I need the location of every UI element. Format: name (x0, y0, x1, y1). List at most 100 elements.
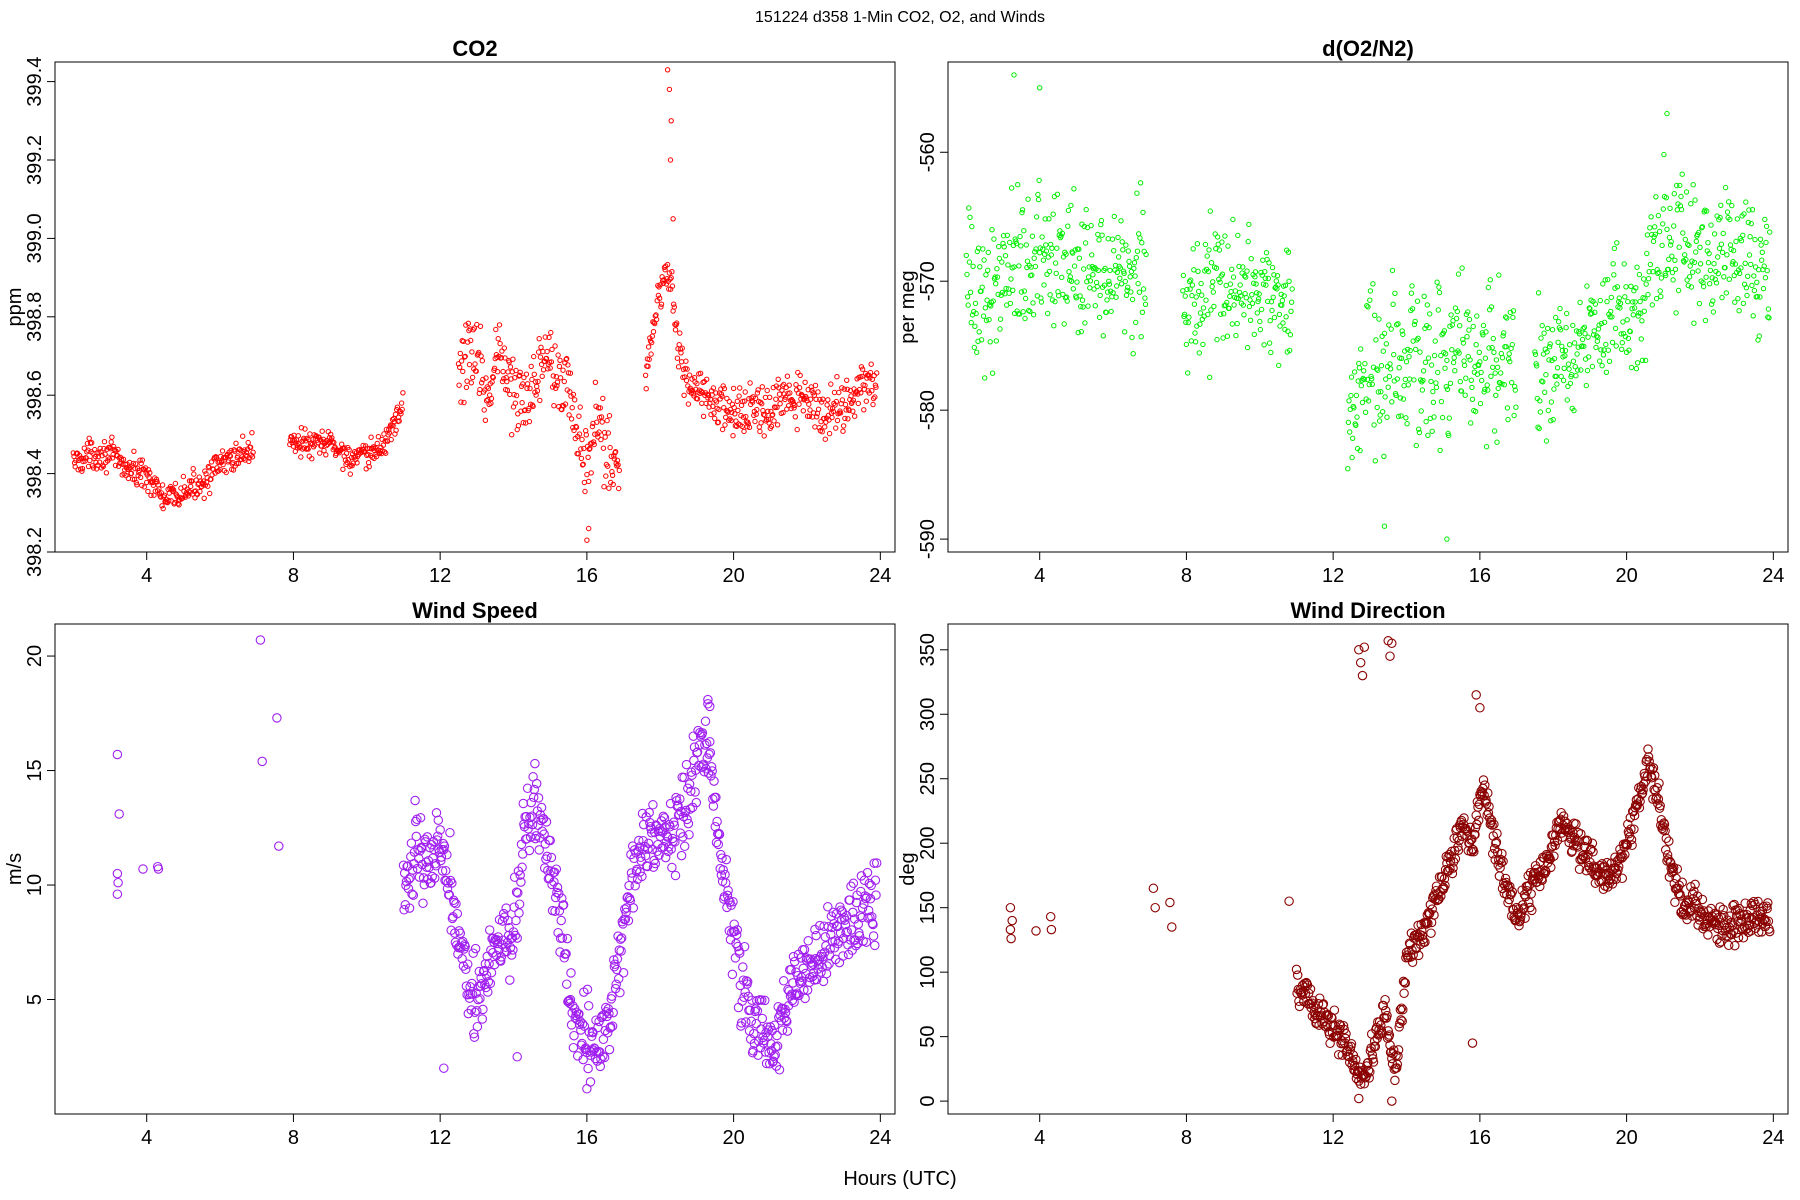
data-point (677, 330, 683, 336)
data-point (1636, 271, 1643, 278)
data-point (347, 463, 353, 470)
data-point (526, 405, 532, 412)
data-point (1498, 856, 1508, 867)
data-point (601, 1002, 611, 1013)
data-point (646, 828, 657, 838)
data-point (815, 406, 822, 412)
data-point (1576, 829, 1586, 839)
data-point (1545, 325, 1551, 332)
data-point (850, 397, 857, 403)
data-point (795, 390, 802, 396)
data-point (1398, 976, 1409, 987)
data-point (1659, 819, 1670, 830)
data-point (246, 458, 252, 465)
data-point (600, 445, 607, 451)
data-point (1218, 311, 1224, 317)
data-point (733, 1002, 744, 1013)
data-point (671, 304, 677, 310)
data-point (534, 388, 541, 394)
data-point (432, 831, 443, 841)
data-point (697, 370, 704, 376)
data-point (799, 944, 810, 955)
data-point (1689, 269, 1696, 275)
data-point (1490, 335, 1497, 342)
data-point (257, 756, 267, 767)
data-point (1473, 342, 1479, 348)
data-point (662, 267, 668, 273)
data-point (757, 1013, 768, 1024)
data-point (1611, 272, 1617, 278)
data-point (1275, 282, 1281, 288)
data-point (1031, 926, 1041, 936)
data-point (1546, 862, 1556, 873)
data-point (1188, 277, 1194, 283)
data-point (1380, 348, 1387, 354)
data-point (1505, 416, 1511, 423)
data-point (479, 358, 485, 364)
data-point (621, 907, 631, 918)
data-point (600, 395, 606, 402)
data-point (777, 1025, 788, 1035)
data-point (610, 481, 616, 488)
data-point (1687, 263, 1693, 269)
data-point (1205, 268, 1212, 275)
data-point (1599, 363, 1605, 369)
data-point (1466, 316, 1473, 323)
data-point (764, 387, 770, 394)
data-point (1767, 229, 1773, 235)
data-point (1629, 306, 1635, 312)
data-point (586, 525, 592, 532)
data-point (586, 478, 592, 485)
data-point (1194, 241, 1201, 247)
data-point (541, 817, 552, 827)
data-point (395, 414, 402, 420)
data-point (1504, 405, 1511, 411)
data-point (1619, 340, 1626, 346)
data-point (290, 443, 297, 449)
data-point (323, 442, 330, 449)
data-point (1667, 242, 1674, 248)
data-point (1356, 360, 1362, 367)
data-point (656, 295, 663, 301)
data-point (1216, 276, 1222, 282)
data-point (738, 962, 748, 972)
data-point (148, 492, 154, 499)
panel-title: CO2 (452, 36, 497, 61)
data-point (1329, 1005, 1340, 1015)
data-point (1423, 918, 1433, 929)
data-point (375, 434, 382, 440)
data-point (1013, 240, 1020, 247)
data-point (1649, 302, 1656, 308)
data-point (186, 478, 193, 484)
data-point (1266, 340, 1273, 346)
data-point (846, 407, 852, 413)
data-point (1258, 306, 1265, 313)
data-point (1386, 1047, 1396, 1057)
data-point (1484, 801, 1494, 812)
data-points (70, 67, 880, 543)
data-point (653, 316, 660, 323)
data-point (803, 936, 813, 946)
data-point (1748, 220, 1755, 227)
data-point (552, 882, 563, 893)
data-point (1602, 857, 1612, 868)
data-point (848, 393, 854, 399)
data-point (1562, 353, 1568, 359)
data-point (1407, 347, 1413, 354)
data-point (555, 947, 565, 957)
data-point (1670, 277, 1676, 283)
data-point (1471, 810, 1481, 820)
data-point (1108, 308, 1114, 315)
data-point (664, 261, 671, 268)
data-point (1345, 1045, 1356, 1055)
data-point (1673, 310, 1679, 316)
data-point (1433, 380, 1439, 386)
data-point (493, 932, 503, 942)
data-point (1648, 763, 1659, 773)
data-point (1209, 283, 1215, 290)
data-point (1037, 85, 1043, 91)
data-point (457, 364, 463, 370)
data-point (1703, 930, 1713, 940)
data-point (775, 376, 781, 382)
data-point (1730, 940, 1740, 951)
